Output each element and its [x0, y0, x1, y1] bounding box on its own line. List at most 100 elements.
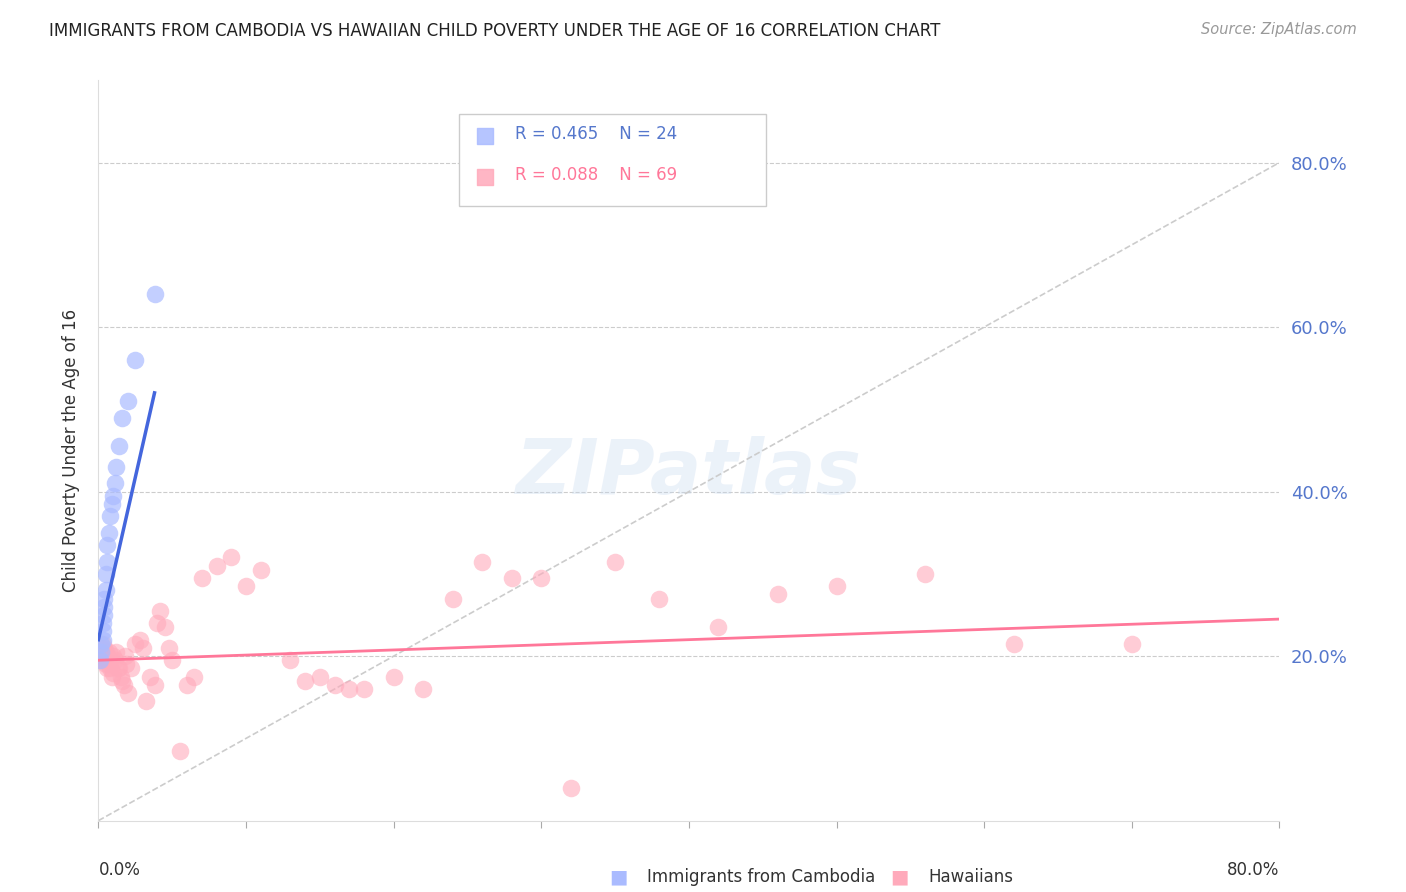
Point	[103, 665, 125, 680]
Point	[382, 670, 405, 684]
Point	[111, 673, 134, 688]
Point	[108, 661, 131, 675]
Point	[128, 632, 150, 647]
Point	[107, 661, 129, 675]
Point	[309, 670, 332, 684]
Point	[103, 649, 125, 664]
Point	[96, 649, 118, 664]
Point	[105, 459, 128, 474]
Point	[91, 653, 114, 667]
Point	[294, 673, 316, 688]
Point	[94, 645, 117, 659]
Point	[111, 410, 134, 425]
Point	[441, 591, 464, 606]
Point	[143, 678, 166, 692]
Point	[569, 98, 592, 112]
Point	[132, 640, 155, 655]
Point	[93, 640, 115, 655]
Point	[169, 744, 191, 758]
Text: Immigrants from Cambodia: Immigrants from Cambodia	[647, 868, 875, 886]
Point	[98, 661, 121, 675]
Point	[153, 620, 176, 634]
Text: ■: ■	[609, 868, 628, 887]
Point	[91, 616, 114, 631]
Point	[96, 661, 118, 675]
Point	[471, 554, 494, 569]
Point	[96, 538, 118, 552]
Point	[914, 566, 936, 581]
Point	[569, 53, 592, 67]
Text: ZIPatlas: ZIPatlas	[516, 435, 862, 509]
Point	[98, 653, 121, 667]
Point	[825, 579, 848, 593]
Point	[91, 632, 114, 647]
Point	[183, 670, 205, 684]
Point	[339, 681, 361, 696]
Point	[97, 645, 120, 659]
Point	[648, 591, 671, 606]
Point	[135, 694, 157, 708]
Point	[114, 649, 136, 664]
Point	[1002, 637, 1025, 651]
Point	[124, 637, 146, 651]
Point	[90, 637, 112, 651]
Point	[105, 645, 128, 659]
Point	[162, 653, 183, 667]
Point	[117, 394, 139, 409]
Y-axis label: Child Poverty Under the Age of 16: Child Poverty Under the Age of 16	[62, 309, 80, 592]
Text: 80.0%: 80.0%	[1227, 862, 1279, 880]
Point	[412, 681, 434, 696]
Point	[91, 624, 114, 639]
Point	[110, 670, 132, 684]
Point	[560, 780, 582, 795]
Point	[124, 353, 146, 368]
Text: 0.0%: 0.0%	[98, 862, 141, 880]
Point	[96, 554, 118, 569]
Point	[323, 678, 346, 692]
Point	[235, 579, 257, 593]
Point	[94, 657, 117, 672]
Point	[501, 571, 523, 585]
Point	[1121, 637, 1143, 651]
Point	[157, 640, 180, 655]
Point	[104, 476, 127, 491]
Point	[93, 599, 115, 614]
Point	[91, 637, 114, 651]
Point	[139, 670, 162, 684]
Text: R = 0.465    N = 24: R = 0.465 N = 24	[516, 126, 678, 144]
Point	[90, 649, 112, 664]
Point	[93, 649, 115, 664]
Text: ■: ■	[890, 868, 910, 887]
Point	[90, 640, 112, 655]
Point	[112, 678, 135, 692]
Point	[766, 587, 789, 601]
Point	[97, 525, 120, 540]
Point	[98, 509, 121, 524]
Point	[143, 287, 166, 301]
Point	[115, 657, 138, 672]
Point	[353, 681, 375, 696]
Point	[100, 497, 122, 511]
Point	[97, 657, 120, 672]
Point	[146, 616, 169, 631]
Point	[205, 558, 228, 573]
Point	[100, 670, 122, 684]
Text: R = 0.088    N = 69: R = 0.088 N = 69	[516, 166, 678, 184]
Point	[94, 583, 117, 598]
Point	[89, 653, 111, 667]
Point	[221, 550, 243, 565]
Point	[90, 645, 112, 659]
Point	[120, 661, 142, 675]
Point	[280, 653, 302, 667]
Point	[103, 489, 125, 503]
Point	[104, 653, 127, 667]
FancyBboxPatch shape	[458, 113, 766, 206]
Text: Source: ZipAtlas.com: Source: ZipAtlas.com	[1201, 22, 1357, 37]
Point	[250, 563, 273, 577]
Point	[149, 604, 172, 618]
Point	[93, 591, 115, 606]
Point	[93, 607, 115, 622]
Text: Hawaiians: Hawaiians	[928, 868, 1012, 886]
Point	[108, 439, 131, 453]
Point	[707, 620, 730, 634]
